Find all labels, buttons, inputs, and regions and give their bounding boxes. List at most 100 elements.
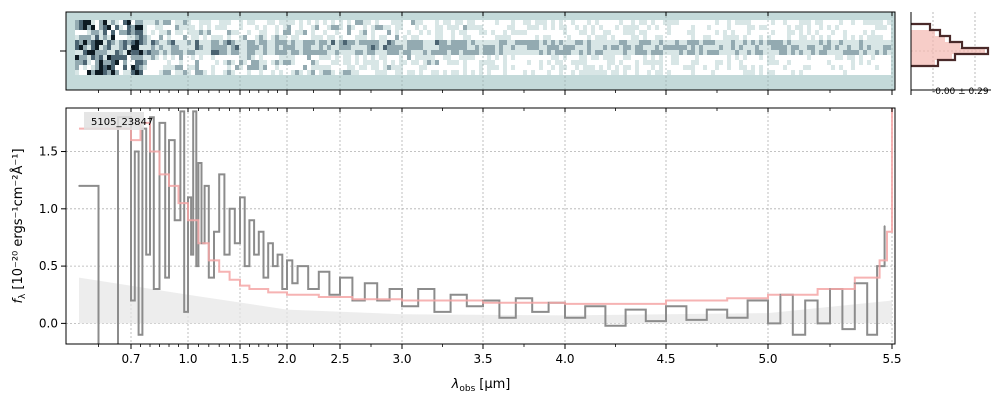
- pixel: [107, 20, 111, 25]
- pixel: [575, 35, 579, 40]
- pixel: [191, 30, 195, 35]
- pixel: [327, 40, 331, 45]
- pixel: [435, 40, 439, 45]
- pixel: [827, 30, 831, 35]
- pixel: [183, 45, 187, 50]
- pixel: [523, 20, 527, 25]
- pixel: [847, 65, 851, 70]
- pixel: [279, 30, 283, 35]
- pixel: [887, 30, 891, 35]
- pixel: [175, 65, 179, 70]
- pixel: [819, 65, 823, 70]
- flux-point-79: [876, 265, 878, 267]
- pixel: [603, 65, 607, 70]
- pixel: [863, 60, 867, 65]
- pixel: [875, 30, 879, 35]
- pixel: [683, 60, 687, 65]
- pixel: [379, 40, 383, 45]
- pixel: [663, 40, 667, 45]
- pixel: [843, 20, 847, 25]
- pixel: [479, 30, 483, 35]
- pixel: [811, 20, 815, 25]
- y-axis-label-subscript: λ: [18, 293, 28, 299]
- pixel: [211, 45, 215, 50]
- pixel: [475, 60, 479, 65]
- pixel: [827, 50, 831, 55]
- pixel: [707, 25, 711, 30]
- pixel: [859, 25, 863, 30]
- pixel: [723, 35, 727, 40]
- pixel: [647, 30, 651, 35]
- pixel: [803, 30, 807, 35]
- pixel: [823, 55, 827, 60]
- pixel: [551, 40, 555, 45]
- pixel: [811, 45, 815, 50]
- pixel: [667, 45, 671, 50]
- pixel: [607, 60, 611, 65]
- pixel: [795, 60, 799, 65]
- pixel: [687, 40, 691, 45]
- pixel: [799, 20, 803, 25]
- pixel: [839, 60, 843, 65]
- pixel: [879, 65, 883, 70]
- pixel: [739, 30, 743, 35]
- pixel: [743, 35, 747, 40]
- pixel: [183, 25, 187, 30]
- pixel: [155, 25, 159, 30]
- pixel: [355, 20, 359, 25]
- pixel: [815, 65, 819, 70]
- pixel: [103, 25, 107, 30]
- pixel: [299, 25, 303, 30]
- pixel: [191, 65, 195, 70]
- pixel: [491, 40, 495, 45]
- pixel: [759, 20, 763, 25]
- pixel: [415, 25, 419, 30]
- pixel: [131, 55, 135, 60]
- pixel: [155, 60, 159, 65]
- pixel: [379, 45, 383, 50]
- pixel: [327, 35, 331, 40]
- pixel: [651, 45, 655, 50]
- pixel: [575, 60, 579, 65]
- flux-point-50: [401, 305, 403, 308]
- pixel: [515, 60, 519, 65]
- pixel: [731, 45, 735, 50]
- pixel: [619, 60, 623, 65]
- pixel: [579, 55, 583, 60]
- pixel: [531, 55, 535, 60]
- pixel: [171, 35, 175, 40]
- pixel: [623, 35, 627, 40]
- pixel: [271, 40, 275, 45]
- pixel: [571, 35, 575, 40]
- pixel: [483, 35, 487, 40]
- pixel: [731, 70, 735, 75]
- pixel: [811, 70, 815, 75]
- pixel: [691, 40, 695, 45]
- pixel: [707, 20, 711, 25]
- pixel: [699, 50, 703, 55]
- pixel: [827, 25, 831, 30]
- pixel: [631, 65, 635, 70]
- pixel: [687, 30, 691, 35]
- pixel: [751, 35, 755, 40]
- flux-point-11: [164, 276, 166, 279]
- pixel: [507, 55, 511, 60]
- pixel: [419, 25, 423, 30]
- pixel: [147, 40, 151, 45]
- pixel: [511, 25, 515, 30]
- pixel: [355, 50, 359, 55]
- pixel: [571, 50, 575, 55]
- pixel: [87, 35, 91, 40]
- pixel: [171, 65, 175, 70]
- pixel: [463, 25, 467, 30]
- flux-point-55: [482, 299, 484, 302]
- pixel: [339, 60, 343, 65]
- pixel: [331, 35, 335, 40]
- pixel: [511, 20, 515, 25]
- pixel: [635, 60, 639, 65]
- pixel: [279, 70, 283, 75]
- pixel: [723, 60, 727, 65]
- pixel: [711, 30, 715, 35]
- pixel: [299, 60, 303, 65]
- pixel: [307, 40, 311, 45]
